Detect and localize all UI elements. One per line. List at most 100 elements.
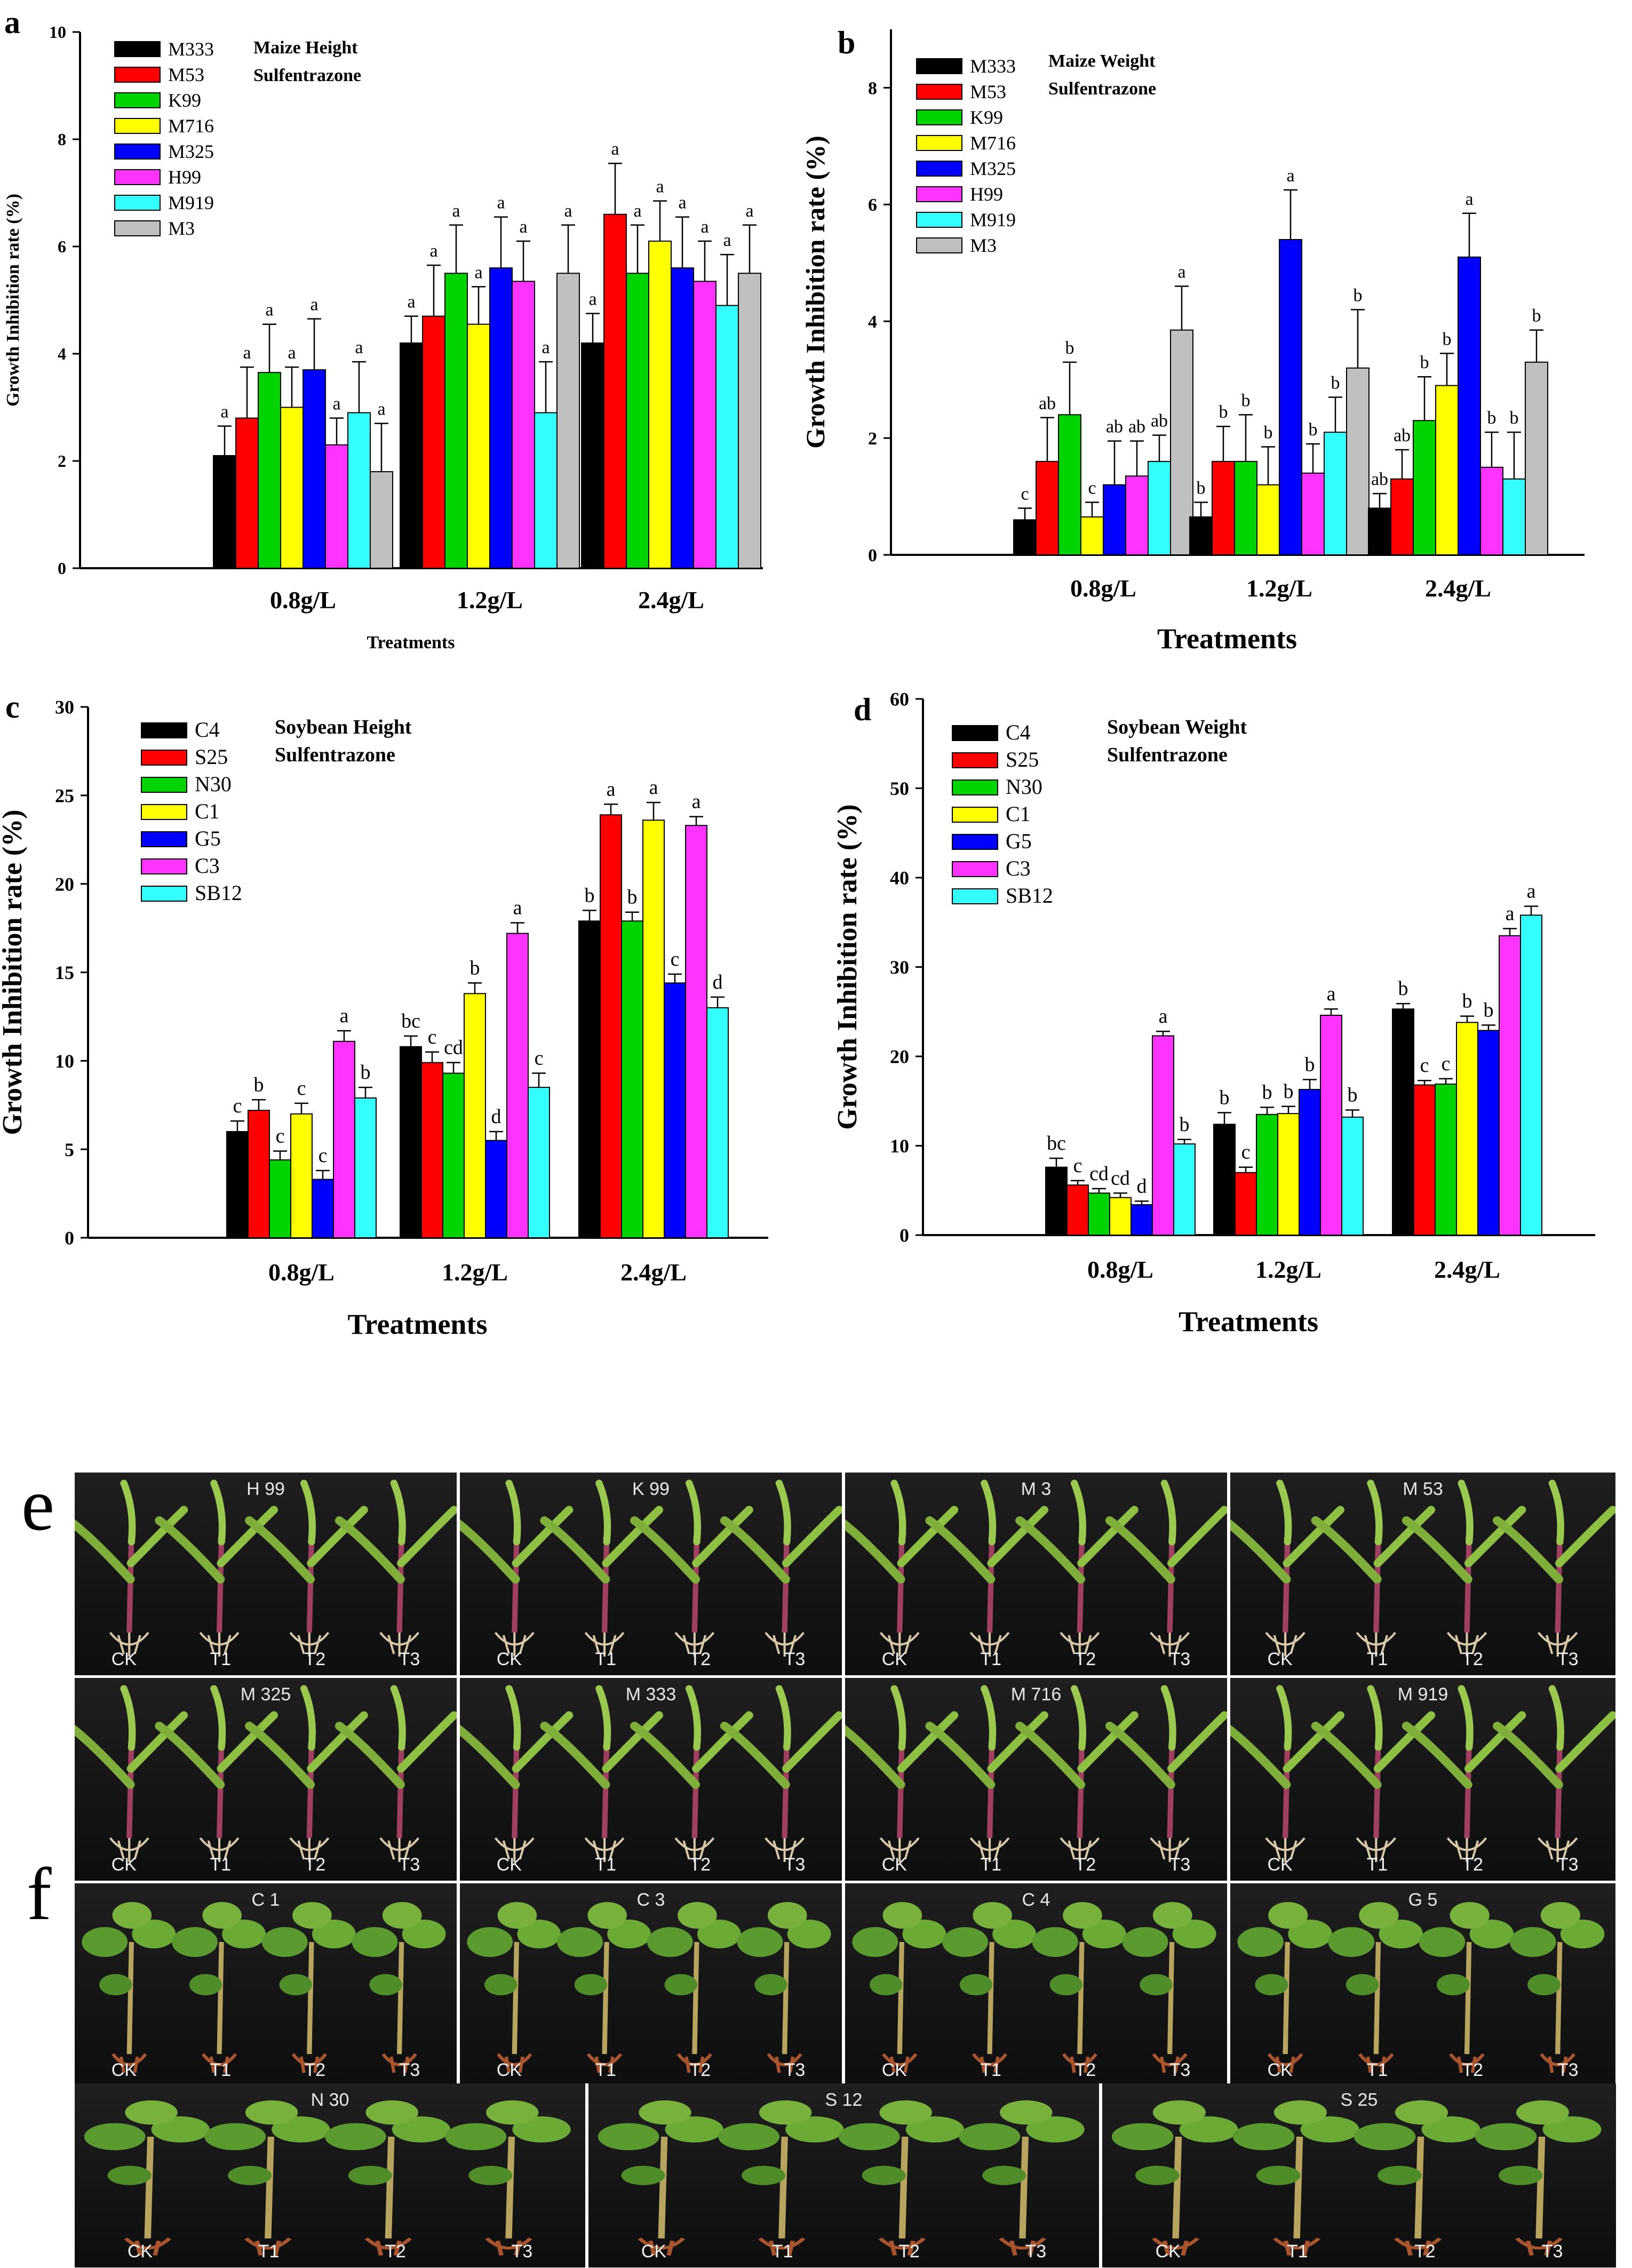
significance-letter: b	[1462, 990, 1472, 1013]
legend-label: M716	[970, 132, 1016, 154]
significance-letter: a	[1465, 189, 1473, 209]
plant-photo: C 1 CK T1 T2 T3	[75, 1883, 460, 2086]
significance-letter: a	[220, 402, 228, 422]
treatment-label: T1	[210, 2060, 232, 2080]
x-tick-label: 0.8g/L	[1087, 1256, 1153, 1283]
bar	[442, 1072, 465, 1239]
y-tick-label: 0	[58, 559, 66, 578]
plant-photo: M 919 CK T1 T2 T3	[1230, 1678, 1615, 1881]
photo-plants	[1230, 1678, 1615, 1881]
y-tick-label: 0	[899, 1225, 909, 1246]
plant-photo: K 99 CK T1 T2 T3	[460, 1473, 845, 1675]
legend-swatch	[141, 886, 187, 902]
plant	[155, 1685, 278, 1862]
photo-plants	[460, 1678, 842, 1881]
significance-letter: b	[361, 1061, 371, 1084]
treatment-label: T1	[595, 1855, 617, 1875]
bar	[464, 993, 486, 1239]
plant	[598, 2100, 723, 2256]
plant	[75, 1685, 188, 1862]
y-tick-label: 5	[65, 1139, 74, 1160]
plant	[925, 1479, 1049, 1657]
legend-title: Sulfentrazone	[1048, 79, 1156, 99]
significance-letter: b	[1065, 338, 1074, 358]
bar	[528, 1087, 550, 1239]
bar	[1013, 519, 1037, 555]
legend-label: N30	[1006, 775, 1042, 799]
treatment-label: T3	[1169, 1855, 1191, 1875]
legend-swatch	[916, 58, 962, 74]
bar	[1234, 460, 1257, 556]
significance-letter: a	[332, 394, 340, 414]
chart-panel-b: b 0 2 4 6 8 Growth Inhibition rate (%) Treatmen…	[800, 25, 1585, 655]
x-tick-label: 2.4g/L	[1434, 1256, 1500, 1283]
treatment-label: T3	[399, 1649, 420, 1669]
plant-photo: M 3 CK T1 T2 T3	[845, 1473, 1230, 1675]
bar	[534, 412, 558, 569]
significance-letter: a	[564, 201, 572, 221]
photo-treatment-labels: CK T1 T2 T3	[460, 1855, 842, 1875]
significance-letter: b	[1219, 402, 1228, 422]
plant-illustration	[82, 1902, 446, 2073]
bar	[1368, 507, 1391, 556]
y-tick-label: 6	[868, 195, 877, 215]
legend-label: M325	[168, 141, 214, 162]
bar	[621, 920, 643, 1238]
significance-letter: b	[1510, 408, 1519, 428]
plant-illustration	[460, 1479, 842, 1657]
legend-swatch	[952, 779, 998, 795]
significance-letter: c	[276, 1125, 285, 1147]
treatment-label: T1	[980, 1649, 1002, 1669]
legend-label: S25	[195, 745, 228, 769]
treatment-label: CK	[1155, 2241, 1181, 2262]
legend-swatch	[114, 195, 161, 211]
significance-letter: a	[1506, 902, 1515, 925]
bar	[1058, 414, 1081, 555]
photo-title: N 30	[311, 2090, 349, 2110]
photo-plants	[75, 1473, 457, 1675]
photo-title: C 3	[636, 1890, 665, 1910]
photo-treatment-labels: CK T1 T2 T3	[460, 1649, 842, 1670]
bar	[1477, 1030, 1500, 1236]
legend-title: Soybean Weight	[1107, 716, 1247, 738]
plant	[925, 1685, 1049, 1862]
y-tick-label: 15	[55, 962, 74, 983]
x-tick-label: 1.2g/L	[442, 1259, 508, 1286]
y-tick-label: 10	[49, 22, 66, 42]
significance-letter: c	[1241, 1141, 1251, 1164]
photo-plants	[75, 1678, 457, 1881]
y-tick-label: 4	[58, 344, 66, 363]
bar	[1189, 516, 1213, 555]
plant	[82, 1902, 176, 2073]
bar	[1320, 1014, 1342, 1236]
treatment-label: T2	[898, 2241, 920, 2262]
plant	[1122, 1902, 1216, 2073]
treatment-label: CK	[496, 1649, 522, 1669]
significance-letter: b	[1180, 1113, 1190, 1136]
photo-title: S 12	[825, 2090, 863, 2110]
legend-label: M53	[168, 64, 204, 85]
plant-photo: M 325 CK T1 T2 T3	[75, 1678, 460, 1881]
legend-swatch	[916, 161, 962, 177]
bar	[400, 342, 423, 569]
treatment-label: T2	[1074, 2060, 1096, 2080]
significance-letter: b	[1262, 1081, 1272, 1103]
bar	[512, 281, 535, 569]
treatment-label: CK	[127, 2241, 153, 2262]
bar	[1103, 484, 1126, 556]
treatment-label: T1	[771, 2241, 793, 2262]
treatment-label: T3	[511, 2241, 533, 2262]
significance-letter: c	[319, 1144, 328, 1167]
photo-plants	[1230, 1883, 1615, 2086]
plant	[460, 1479, 574, 1657]
bar	[600, 814, 622, 1238]
photo-plants	[75, 2083, 585, 2267]
photo-row-soybean-2: N 30 CK T1 T2 T3	[75, 2083, 1617, 2267]
significance-letter: ab	[1039, 394, 1056, 413]
plant-photo: G 5 CK T1 T2 T3	[1230, 1883, 1615, 2086]
plant-illustration	[1111, 2100, 1602, 2256]
bar	[1341, 1116, 1364, 1236]
bar	[1148, 460, 1171, 556]
bar	[280, 407, 304, 569]
treatment-label: CK	[496, 1855, 522, 1875]
